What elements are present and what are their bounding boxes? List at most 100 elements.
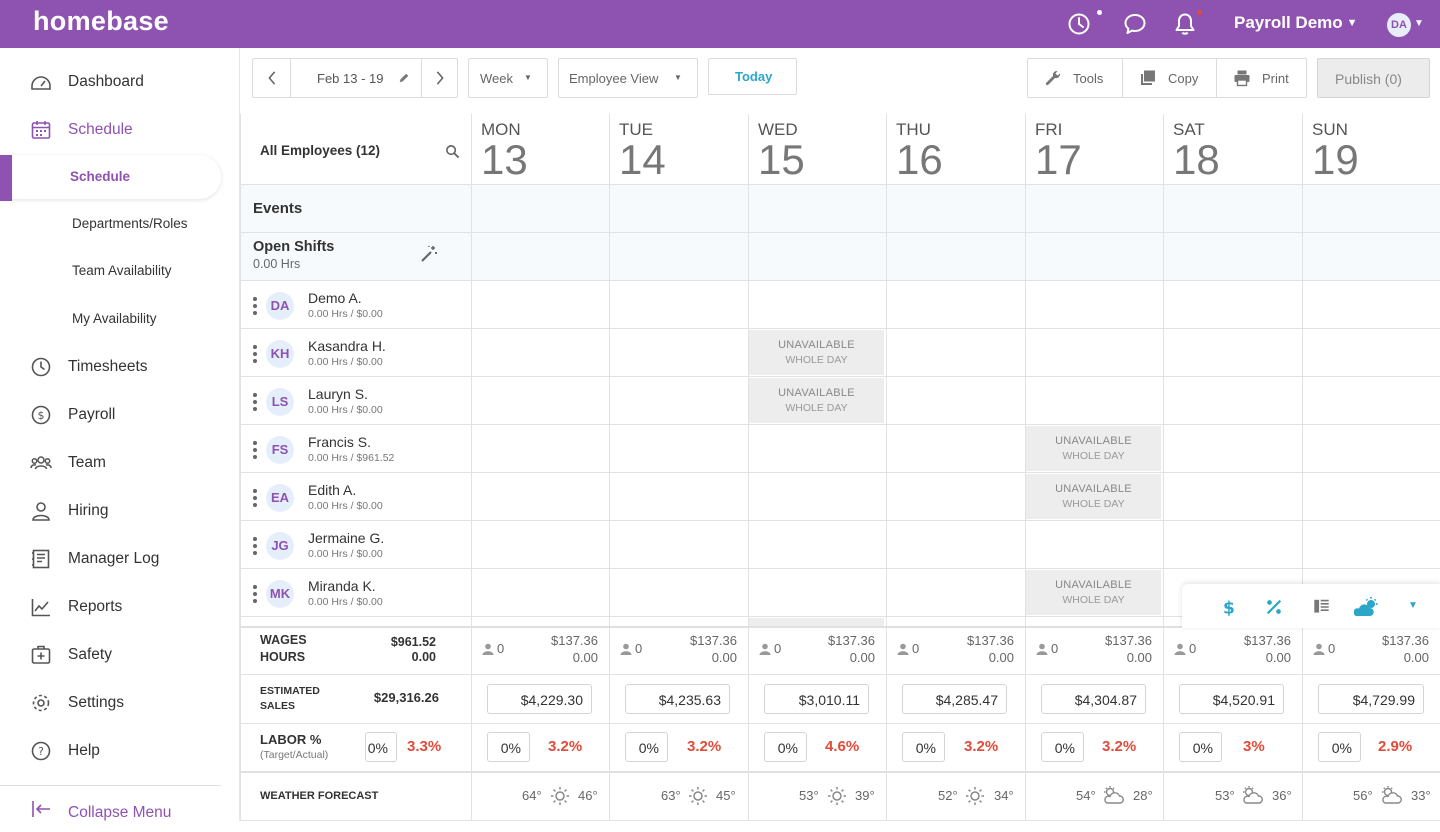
estimated-sales-input[interactable]: $3,010.11 xyxy=(764,684,869,714)
view-type-select[interactable]: Employee View ▼ xyxy=(558,58,698,98)
search-icon[interactable] xyxy=(445,144,460,159)
labor-percent-toggle-icon[interactable] xyxy=(1265,598,1283,616)
unavailable-block[interactable]: UNAVAILABLE WHOLE DAY xyxy=(749,378,884,423)
labor-target-input[interactable]: 0% xyxy=(902,732,945,762)
svg-text:?: ? xyxy=(38,745,44,758)
estimated-sales-input[interactable]: $4,729.99 xyxy=(1318,684,1424,714)
sidebar-item-manager-log[interactable]: Manager Log xyxy=(0,538,221,578)
employee-filter[interactable]: All Employees (12) xyxy=(260,143,381,158)
labor-target-input[interactable]: 0% xyxy=(1041,732,1084,762)
hours-total: 0.00 xyxy=(411,650,436,664)
sidebar-item-team[interactable]: Team xyxy=(0,442,221,482)
employee-row[interactable]: KH Kasandra H. 0.00 Hrs / $0.00 xyxy=(240,328,471,376)
labor-target-input[interactable]: 0% xyxy=(1318,732,1361,762)
avatar-chevron-down-icon[interactable]: ▼ xyxy=(1414,18,1424,29)
unavailable-block[interactable]: UNAVAILABLE WHOLE DAY xyxy=(1026,474,1161,519)
estimated-sales-input[interactable]: $4,285.47 xyxy=(902,684,1007,714)
wages-toggle-icon[interactable]: $ xyxy=(1220,597,1238,617)
labor-target-input[interactable]: 0% xyxy=(487,732,530,762)
estimated-sales-input[interactable]: $4,304.87 xyxy=(1041,684,1146,714)
employee-row[interactable]: LS Lauryn S. 0.00 Hrs / $0.00 xyxy=(240,376,471,424)
day-date: 13 xyxy=(481,136,528,183)
sidebar-subitem-departments-roles[interactable]: Departments/Roles xyxy=(0,202,221,246)
sidebar-item-safety[interactable]: Safety xyxy=(0,634,221,674)
layout-toggle-icon[interactable] xyxy=(1312,599,1331,615)
today-button[interactable]: Today xyxy=(708,58,797,95)
sidebar-item-hiring[interactable]: Hiring xyxy=(0,490,221,530)
date-range-label[interactable]: Feb 13 - 19 xyxy=(317,71,384,86)
sidebar-item-dashboard[interactable]: Dashboard xyxy=(0,61,221,101)
grid-line xyxy=(240,568,1440,569)
employee-summary: 0.00 Hrs / $0.00 xyxy=(308,500,383,512)
scheduled-count: 0 xyxy=(1189,641,1197,656)
next-week-button[interactable] xyxy=(421,59,459,97)
sidebar-item-timesheets[interactable]: Timesheets xyxy=(0,346,221,386)
partly-cloudy-icon xyxy=(1382,786,1402,804)
employee-row[interactable]: JG Jermaine G. 0.00 Hrs / $0.00 xyxy=(240,520,471,568)
publish-button[interactable]: Publish (0) xyxy=(1317,58,1430,98)
copy-button[interactable]: Copy xyxy=(1123,59,1217,97)
sidebar-subitem-my-availability[interactable]: My Availability xyxy=(0,297,221,341)
drag-handle-icon[interactable] xyxy=(253,393,257,411)
drag-handle-icon[interactable] xyxy=(253,537,257,555)
estimated-sales-input[interactable]: $4,235.63 xyxy=(625,684,730,714)
grid-line xyxy=(240,232,1440,233)
today-label: Today xyxy=(735,69,773,84)
account-name: Payroll Demo xyxy=(1234,13,1343,32)
print-button[interactable]: Print xyxy=(1217,59,1307,97)
labor-target-input[interactable]: 0% xyxy=(1179,732,1222,762)
employee-row[interactable]: DA Demo A. 0.00 Hrs / $0.00 xyxy=(240,280,471,328)
tools-button[interactable]: Tools xyxy=(1028,59,1123,97)
employee-summary: 0.00 Hrs / $961.52 xyxy=(308,452,395,464)
sidebar-subitem-team-availability[interactable]: Team Availability xyxy=(0,249,221,293)
unavailable-block[interactable]: UNAVAILABLE WHOLE DAY xyxy=(1026,426,1161,471)
collapse-menu-label: Collapse Menu xyxy=(68,804,172,821)
weather-toggle-icon[interactable] xyxy=(1354,596,1380,618)
chat-icon[interactable] xyxy=(1122,11,1148,37)
grid-line xyxy=(240,184,1440,185)
drag-handle-icon[interactable] xyxy=(253,489,257,507)
sidebar-item-payroll[interactable]: $ Payroll xyxy=(0,394,221,434)
sidebar-item-reports[interactable]: Reports xyxy=(0,586,221,626)
sidebar-subitem-schedule[interactable]: Schedule xyxy=(0,155,221,201)
drag-handle-icon[interactable] xyxy=(253,297,257,315)
grid-line xyxy=(609,114,610,821)
labor-target-input[interactable]: 0% xyxy=(625,732,668,762)
estimated-sales-input[interactable]: $4,520.91 xyxy=(1179,684,1284,714)
sidebar-item-schedule[interactable]: Schedule xyxy=(0,109,221,149)
sidebar-item-help[interactable]: ? Help xyxy=(0,730,221,770)
time-clock-icon[interactable] xyxy=(1066,11,1092,37)
drag-handle-icon[interactable] xyxy=(253,345,257,363)
grid-line xyxy=(240,616,1440,617)
drag-handle-icon[interactable] xyxy=(253,585,257,603)
chevron-right-icon xyxy=(436,71,444,85)
employee-row[interactable]: FS Francis S. 0.00 Hrs / $961.52 xyxy=(240,424,471,472)
user-avatar[interactable]: DA xyxy=(1387,13,1411,37)
day-hours: 0.00 xyxy=(1126,650,1152,665)
pencil-icon[interactable] xyxy=(398,72,410,84)
drag-handle-icon[interactable] xyxy=(253,441,257,459)
sidebar-item-settings[interactable]: Settings xyxy=(0,682,221,722)
employee-row[interactable]: MK Miranda K. 0.00 Hrs / $0.00 xyxy=(240,568,471,616)
unavailable-block[interactable]: UNAVAILABLE WHOLE DAY xyxy=(749,330,884,375)
chevron-down-icon[interactable]: ▼ xyxy=(1408,600,1418,611)
day-name: THU xyxy=(896,120,931,139)
labor-target-total-input[interactable]: 0% xyxy=(365,732,397,762)
collapse-menu-button[interactable]: Collapse Menu xyxy=(0,792,221,832)
magic-wand-icon[interactable] xyxy=(420,245,438,263)
unavailable-block[interactable]: UNAVAILABLE WHOLE DAY xyxy=(1026,570,1161,615)
prev-week-button[interactable] xyxy=(253,59,291,97)
day-hours: 0.00 xyxy=(1403,650,1429,665)
labor-target-input[interactable]: 0% xyxy=(764,732,807,762)
sidebar-item-label: Timesheets xyxy=(68,358,148,375)
estimated-sales-input[interactable]: $4,229.30 xyxy=(487,684,592,714)
homebase-logo[interactable]: homebase xyxy=(33,6,169,36)
employee-row[interactable]: EA Edith A. 0.00 Hrs / $0.00 xyxy=(240,472,471,520)
grid-line xyxy=(748,114,749,821)
range-type-select[interactable]: Week ▼ xyxy=(468,58,548,98)
notification-bell-icon[interactable] xyxy=(1172,11,1198,37)
account-menu[interactable]: Payroll Demo ▼ xyxy=(1234,13,1358,33)
unavailable-subtitle: WHOLE DAY xyxy=(1062,594,1125,606)
time-clock-dot xyxy=(1097,10,1102,15)
day-header-tue: TUE 14 xyxy=(609,114,748,184)
